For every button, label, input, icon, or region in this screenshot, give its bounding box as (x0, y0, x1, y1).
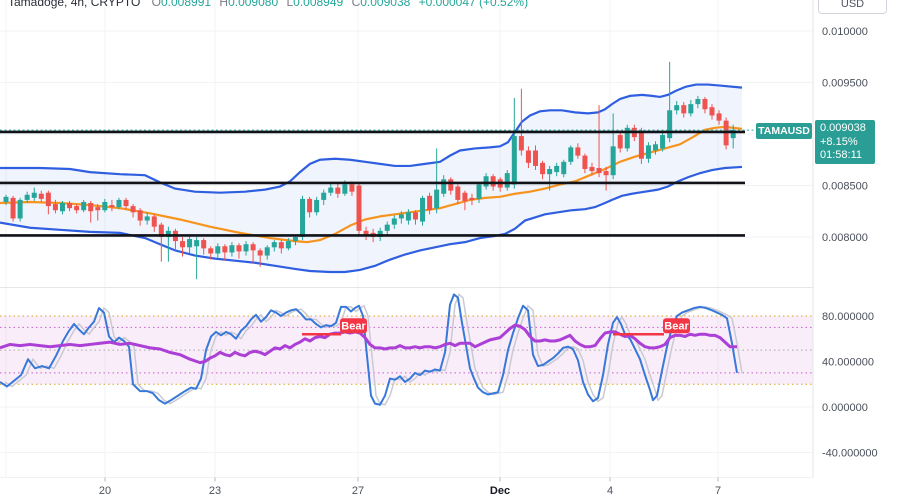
oscillator-axis-label: 0.000000 (822, 402, 868, 414)
oscillator-axis-label: 40.000000 (822, 357, 874, 369)
price-axis-label: 0.008000 (822, 232, 868, 244)
oscillator-axis-label: 80.000000 (822, 311, 874, 323)
bollinger-lower-line (0, 165, 743, 274)
price-axis-label: 0.009500 (822, 78, 868, 90)
bollinger-fill (0, 84, 742, 273)
time-axis-label: 4 (607, 485, 613, 497)
symbol-header[interactable]: Tamadoge, 4h, CRYPTO O0.008991 H0.009080… (8, 0, 528, 9)
oscillator-k-line (0, 293, 738, 406)
price-change-percent: +8.15% (820, 135, 858, 148)
last-price: 0.009038 (820, 122, 866, 134)
open-value: 0.008991 (160, 0, 212, 9)
low-value: 0.008949 (293, 0, 344, 9)
bear-label-box (340, 318, 367, 334)
time-axis-label: 23 (209, 485, 221, 497)
time-axis-label: 20 (99, 485, 111, 497)
price-axis-label: 0.010000 (822, 26, 868, 38)
last-price-badge: 0.009038 +8.15% 01:58:11 (815, 120, 875, 164)
high-label: H (219, 0, 229, 9)
close-value: 0.009038 (360, 0, 411, 9)
close-label: C (351, 0, 361, 9)
low-label: L (286, 0, 294, 9)
bear-marker[interactable]: Bear (613, 318, 690, 336)
bear-label-box (663, 318, 690, 334)
bear-label-text: Bear (341, 321, 366, 333)
bar-countdown: 01:58:11 (820, 149, 863, 161)
time-axis-label: Dec (490, 485, 510, 497)
symbol-title: Tamadoge, 4h, CRYPTO (8, 0, 141, 9)
price-axis-label: 0.008500 (822, 181, 868, 193)
oscillator-axis-label: -40.000000 (822, 448, 878, 460)
high-value: 0.009080 (228, 0, 279, 9)
candlestick-series (3, 61, 736, 280)
bear-marker[interactable]: Bear (302, 318, 367, 336)
price-axis[interactable]: 0.010000 0.009500 0.008500 0.008000 80.00000… (812, 0, 900, 500)
time-axis[interactable]: 20 23 27 Dec 4 7 (0, 477, 900, 500)
support-resistance-levels (0, 130, 745, 237)
moving-average-line (0, 125, 743, 244)
symbol-price-chip: TAMAUSD (756, 123, 812, 139)
oscillator-d-line (0, 323, 737, 365)
bollinger-bands (0, 83, 743, 274)
open-label: O (151, 0, 161, 9)
time-axis-label: 7 (715, 485, 721, 497)
change-value: +0.000047 (+0.52%) (418, 0, 529, 9)
bear-label-text: Bear (664, 321, 689, 333)
currency-toggle-button[interactable]: USD (818, 0, 887, 14)
time-axis-label: 27 (352, 485, 364, 497)
oscillator-band (0, 315, 813, 385)
bollinger-upper-line (0, 83, 743, 194)
